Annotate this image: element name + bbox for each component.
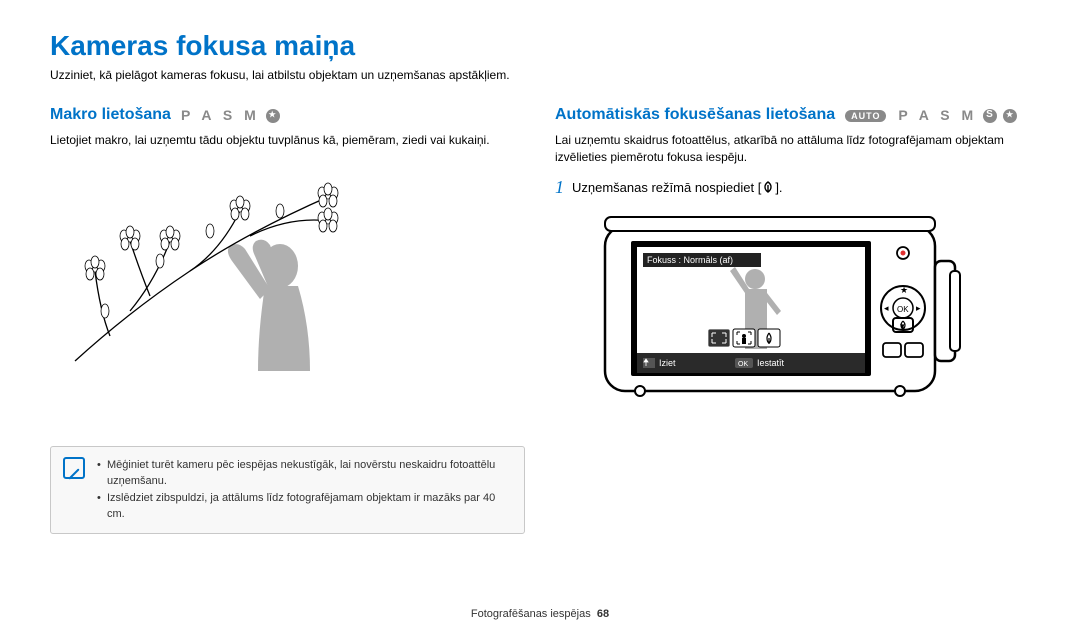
lcd-focus-label: Fokuss : Normāls (af)	[647, 255, 733, 265]
macro-button-icon	[761, 180, 775, 200]
step-number: 1	[555, 178, 564, 200]
page-footer: Fotografēšanas iespējas 68	[0, 608, 1080, 620]
magic-mode-icon	[266, 109, 280, 123]
step-text-part2: ].	[775, 180, 782, 195]
step-text: Uzņemšanas režīmā nospiediet [].	[572, 178, 783, 200]
two-column-layout: Makro lietošana P A S M Lietojiet makro,…	[50, 106, 1030, 534]
step-text-part1: Uzņemšanas režīmā nospiediet [	[572, 180, 761, 195]
section-header-left: Makro lietošana P A S M	[50, 106, 525, 124]
section-header-right: Automātiskās fokusēšanas lietošana AUTO …	[555, 106, 1030, 124]
lcd-set-label: Iestatīt	[757, 358, 785, 368]
tip-box: Mēģiniet turēt kameru pēc iespējas nekus…	[50, 446, 525, 534]
step-1: 1 Uzņemšanas režīmā nospiediet [].	[555, 178, 1030, 200]
flower-illustration	[70, 161, 470, 391]
left-column: Makro lietošana P A S M Lietojiet makro,…	[50, 106, 525, 534]
autofocus-body-text: Lai uzņemtu skaidrus fotoattēlus, atkarī…	[555, 132, 1030, 166]
svg-text:▸: ▸	[916, 303, 921, 313]
page-title: Kameras fokusa maiņa	[50, 30, 1030, 62]
mode-letters-text: P A S M	[181, 107, 260, 123]
section-title-autofocus: Automātiskās fokusēšanas lietošana	[555, 106, 835, 124]
magic-mode-icon	[1003, 109, 1017, 123]
svg-text:OK: OK	[738, 361, 748, 368]
mode-letters-text: P A S M	[898, 107, 977, 123]
svg-text:★: ★	[900, 285, 908, 295]
makro-body-text: Lietojiet makro, lai uzņemtu tādu objekt…	[50, 132, 525, 149]
intro-text: Uzziniet, kā pielāgot kameras fokusu, la…	[50, 68, 1030, 82]
mode-icons-right: AUTO P A S M	[845, 107, 1017, 123]
camera-illustration: Fokuss : Normāls (af) Iziet OK Iestatīt	[595, 211, 965, 401]
footer-page-number: 68	[597, 608, 609, 620]
scene-mode-icon	[983, 109, 997, 123]
lcd-exit-label: Iziet	[659, 358, 676, 368]
tip-item: Mēģiniet turēt kameru pēc iespējas nekus…	[97, 457, 512, 490]
tip-list: Mēģiniet turēt kameru pēc iespējas nekus…	[97, 457, 512, 523]
tip-icon	[63, 457, 85, 479]
footer-section-label: Fotografēšanas iespējas	[471, 608, 591, 620]
section-title-makro: Makro lietošana	[50, 106, 171, 124]
mode-icons-left: P A S M	[181, 107, 280, 123]
tip-item: Izslēdziet zibspuldzi, ja attālums līdz …	[97, 490, 512, 523]
svg-text:◂: ◂	[884, 303, 889, 313]
right-column: Automātiskās fokusēšanas lietošana AUTO …	[555, 106, 1030, 534]
auto-mode-icon: AUTO	[845, 110, 886, 122]
svg-text:OK: OK	[897, 305, 909, 314]
